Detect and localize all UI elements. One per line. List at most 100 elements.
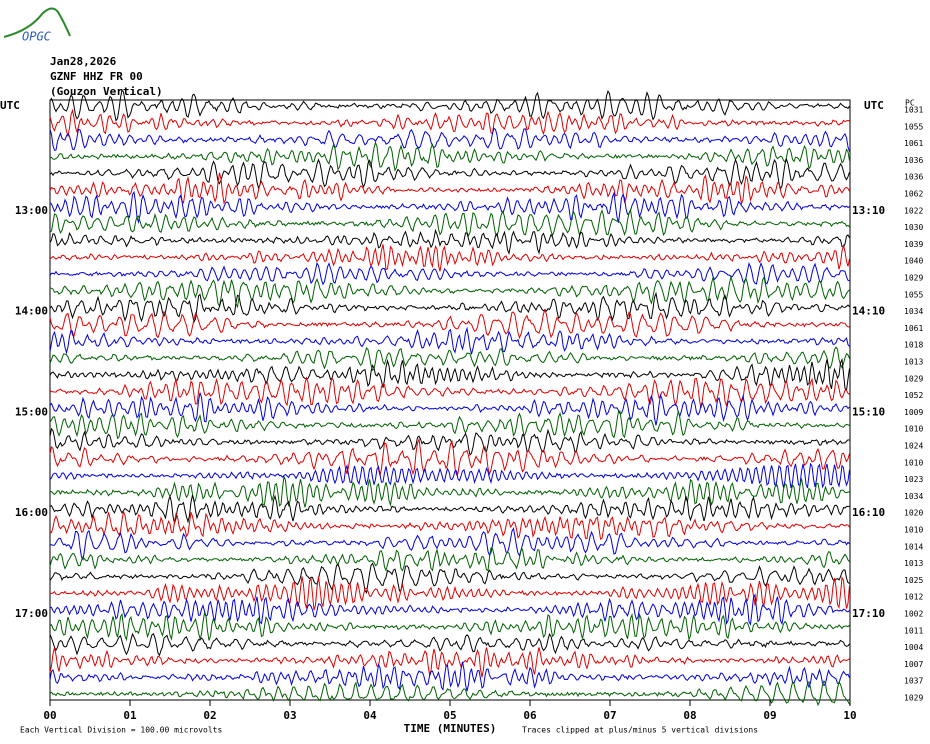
row-count: 1023 — [904, 475, 923, 484]
row-count: 1039 — [904, 240, 923, 249]
trace — [49, 228, 850, 255]
trace — [49, 576, 850, 611]
trace — [49, 88, 850, 122]
x-tick-label: 00 — [43, 709, 56, 722]
trace — [49, 547, 850, 572]
row-count: 1012 — [904, 593, 923, 602]
trace — [49, 308, 850, 340]
trace — [49, 274, 850, 309]
channel: (Gouzon Vertical) — [50, 85, 163, 98]
row-count: 1022 — [904, 206, 923, 215]
row-count: 1034 — [904, 492, 923, 501]
right-time-label: 13:10 — [852, 204, 885, 217]
trace — [49, 376, 850, 408]
logo: OPGC — [22, 30, 52, 44]
row-count: 1024 — [904, 442, 923, 451]
trace — [49, 243, 850, 272]
row-count: 1013 — [904, 358, 923, 367]
row-count: 1020 — [904, 509, 923, 518]
trace — [49, 632, 850, 657]
right-column-title: PC — [905, 99, 915, 108]
trace — [49, 172, 850, 206]
trace — [49, 346, 850, 372]
right-time-label: 17:10 — [852, 607, 885, 620]
trace — [49, 108, 850, 138]
row-count: 1061 — [904, 324, 923, 333]
left-time-label: 14:00 — [15, 305, 48, 318]
right-time-label: UTC — [864, 99, 884, 112]
x-tick-label: 05 — [443, 709, 456, 722]
row-count: 1061 — [904, 139, 923, 148]
row-count: 1034 — [904, 307, 923, 316]
row-count: 1052 — [904, 391, 923, 400]
trace — [49, 208, 850, 238]
right-time-label: 14:10 — [852, 305, 885, 318]
row-count: 1010 — [904, 526, 923, 535]
right-time-label: 16:10 — [852, 506, 885, 519]
logo-arc — [3, 7, 71, 38]
row-count: 1009 — [904, 408, 923, 417]
trace — [49, 494, 850, 525]
trace — [49, 462, 850, 489]
trace — [49, 392, 850, 426]
x-axis-title: TIME (MINUTES) — [404, 722, 497, 735]
row-count: 1018 — [904, 341, 923, 350]
trace — [49, 527, 850, 561]
row-count: 1055 — [904, 290, 923, 299]
date: Jan28,2026 — [50, 55, 117, 68]
trace — [49, 261, 850, 286]
row-count: 1040 — [904, 257, 923, 266]
row-count: 1036 — [904, 156, 923, 165]
clip-note: Traces clipped at plus/minus 5 vertical … — [522, 726, 758, 735]
row-count: 1010 — [904, 425, 923, 434]
x-tick-label: 10 — [843, 709, 856, 722]
trace — [49, 291, 850, 324]
row-count: 1010 — [904, 458, 923, 467]
left-time-label: 13:00 — [15, 204, 48, 217]
trace — [49, 157, 850, 190]
row-count: 1031 — [904, 106, 923, 115]
x-tick-label: 07 — [603, 709, 616, 722]
row-count: 1002 — [904, 610, 923, 619]
left-time-label: 16:00 — [15, 506, 48, 519]
row-count: 1014 — [904, 542, 923, 551]
trace — [49, 562, 850, 594]
row-count: 1025 — [904, 576, 923, 585]
left-time-label: 15:00 — [15, 405, 48, 418]
trace — [49, 661, 850, 692]
x-tick-label: 02 — [203, 709, 216, 722]
row-count: 1013 — [904, 559, 923, 568]
trace — [49, 509, 850, 540]
trace — [49, 679, 850, 707]
row-count: 1029 — [904, 374, 923, 383]
x-tick-label: 08 — [683, 709, 696, 722]
trace — [49, 647, 850, 678]
trace — [49, 357, 850, 392]
row-count: 1004 — [904, 643, 923, 652]
scale-note: Each Vertical Division = 100.00 microvol… — [20, 726, 222, 735]
trace — [49, 190, 850, 225]
x-tick-label: 04 — [363, 709, 377, 722]
row-count: 1029 — [904, 274, 923, 283]
right-time-label: 15:10 — [852, 405, 885, 418]
trace — [49, 437, 850, 476]
left-time-label: 17:00 — [15, 607, 48, 620]
station: GZNF HHZ FR 00 — [50, 70, 143, 83]
x-tick-label: 03 — [283, 709, 296, 722]
row-count: 1062 — [904, 190, 923, 199]
row-count: 1029 — [904, 694, 923, 703]
trace — [49, 326, 850, 355]
trace — [50, 593, 850, 626]
trace — [49, 427, 850, 457]
trace — [49, 140, 850, 172]
row-count: 1011 — [904, 626, 923, 635]
x-tick-label: 06 — [523, 709, 537, 722]
left-time-label: UTC — [0, 99, 20, 112]
row-count: 1030 — [904, 223, 923, 232]
row-count: 1036 — [904, 173, 923, 182]
x-tick-label: 01 — [123, 709, 137, 722]
row-count: 1055 — [904, 122, 923, 131]
row-count: 1037 — [904, 677, 923, 686]
